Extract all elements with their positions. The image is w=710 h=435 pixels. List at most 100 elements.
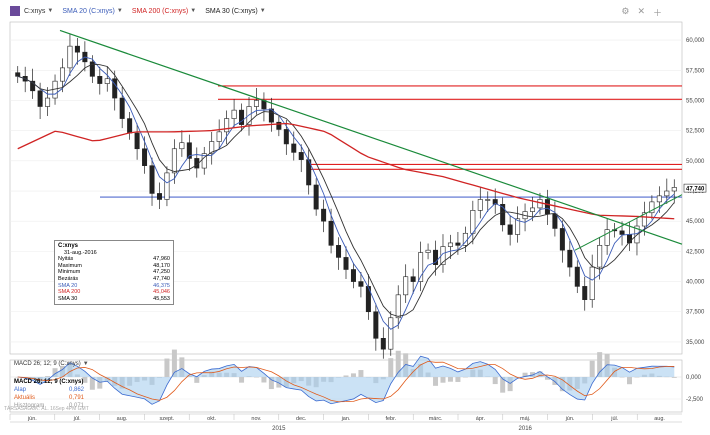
info-value: 47,740 bbox=[153, 275, 170, 282]
trend-line bbox=[574, 194, 683, 251]
macd-histogram-bar bbox=[589, 360, 595, 377]
candle-body bbox=[507, 224, 513, 235]
macd-histogram-bar bbox=[239, 377, 245, 383]
candle-body bbox=[179, 142, 185, 150]
data-info-box: C:xnys 31-aug.-2016 Nyitás 47,960 Maximum… bbox=[54, 240, 174, 306]
candle-body bbox=[246, 106, 252, 125]
macd-indicator-selector[interactable]: MACD 26; 12; 9 (C:xnys) ▼ bbox=[14, 361, 89, 367]
candle-body bbox=[268, 108, 274, 123]
candle-body bbox=[373, 311, 379, 339]
macd-histogram-bar bbox=[671, 377, 677, 378]
info-row: Nyitás 47,960 bbox=[58, 256, 170, 263]
plus-icon[interactable]: ＋ bbox=[652, 8, 662, 18]
candle-body bbox=[291, 143, 297, 153]
macd-histogram-bar bbox=[500, 377, 506, 393]
candle-body bbox=[567, 249, 573, 268]
candle-body bbox=[641, 212, 647, 227]
info-value: 45,046 bbox=[153, 289, 170, 296]
candle-body bbox=[253, 100, 259, 107]
candle-body bbox=[45, 97, 51, 107]
info-label: Minimum bbox=[58, 269, 81, 276]
year-label: 2015 bbox=[272, 426, 286, 432]
dropdown-arrow-icon: ▼ bbox=[116, 8, 123, 14]
y-tick-label: 57,500 bbox=[686, 68, 705, 74]
month-label: szept. bbox=[159, 416, 174, 422]
trend-line bbox=[59, 29, 683, 245]
macd-area bbox=[17, 356, 675, 405]
month-label: ápr. bbox=[476, 416, 486, 422]
candle-body bbox=[574, 266, 580, 287]
month-label: júl. bbox=[73, 416, 82, 422]
macd-histogram-bar bbox=[634, 377, 640, 378]
dropdown-arrow-icon: ▼ bbox=[259, 8, 266, 14]
macd-row: Alap 0,862 bbox=[14, 386, 84, 394]
candle-body bbox=[492, 199, 498, 205]
indicator-sma30[interactable]: SMA 30 (C:xnys) ▼ bbox=[205, 8, 265, 15]
candle-body bbox=[15, 72, 21, 77]
month-label: aug. bbox=[654, 416, 665, 422]
candle-body bbox=[276, 121, 282, 130]
macd-histogram-bar bbox=[462, 377, 468, 378]
macd-histogram-bar bbox=[447, 377, 453, 382]
macd-legend: MACD 26; 12; 9 (C:xnys) Alap 0,862 Aktuál… bbox=[14, 378, 84, 410]
y-tick-label: 42,500 bbox=[686, 249, 705, 255]
candle-body bbox=[313, 184, 319, 210]
indicator-sma200[interactable]: SMA 200 (C:xnys) ▼ bbox=[132, 8, 196, 15]
macd-histogram-bar bbox=[522, 372, 528, 377]
symbol-selector[interactable]: C:xnys ▼ bbox=[24, 8, 53, 15]
candle-body bbox=[671, 187, 677, 192]
macd-row-value: 0,071 bbox=[68, 403, 84, 409]
y-tick-label: 37,500 bbox=[686, 310, 705, 316]
candle-body bbox=[216, 131, 222, 142]
candle-body bbox=[209, 141, 215, 154]
macd-row-value: 0,862 bbox=[68, 387, 84, 393]
info-value: 47,250 bbox=[153, 269, 170, 276]
macd-histogram-bar bbox=[388, 358, 394, 377]
info-row: SMA 20 46,375 bbox=[58, 283, 170, 290]
candle-body bbox=[59, 67, 65, 82]
y-tick-label: 52,500 bbox=[686, 129, 705, 135]
candle-body bbox=[537, 199, 543, 209]
indicator-sma20[interactable]: SMA 20 (C:xnys) ▼ bbox=[62, 8, 122, 15]
candle-body bbox=[589, 266, 595, 300]
macd-histogram-bar bbox=[194, 377, 200, 383]
macd-histogram-bar bbox=[358, 370, 364, 377]
candle-body bbox=[604, 229, 610, 246]
macd-histogram-bar bbox=[164, 358, 170, 377]
candle-body bbox=[477, 199, 483, 211]
candle-body bbox=[164, 172, 170, 200]
macd-row-label: Aktuális bbox=[14, 395, 36, 401]
candle-body bbox=[433, 249, 439, 265]
month-label: febr. bbox=[385, 416, 396, 422]
macd-row-label: Hisztogram bbox=[14, 403, 45, 409]
candle-body bbox=[350, 269, 356, 282]
info-value: 45,553 bbox=[153, 295, 170, 302]
candle-body bbox=[127, 118, 133, 134]
candle-body bbox=[515, 218, 521, 235]
info-value: 48,170 bbox=[153, 262, 170, 269]
macd-row-label: Alap bbox=[14, 387, 27, 393]
macd-histogram-bar bbox=[261, 377, 267, 383]
candle-body bbox=[30, 80, 36, 92]
month-label: máj. bbox=[520, 416, 531, 422]
candle-body bbox=[582, 286, 588, 300]
candle-body bbox=[619, 230, 625, 235]
close-icon[interactable]: ✕ bbox=[637, 6, 645, 16]
info-label: Maximum bbox=[58, 262, 82, 269]
candle-body bbox=[171, 148, 177, 174]
candle-body bbox=[239, 109, 245, 125]
candle-body bbox=[664, 190, 670, 197]
candle-body bbox=[380, 338, 386, 350]
candle-body bbox=[186, 142, 192, 159]
y-tick-label: 50,000 bbox=[686, 159, 705, 165]
candle-body bbox=[149, 165, 155, 194]
settings-icon[interactable]: ⚙ bbox=[621, 6, 630, 16]
dropdown-arrow-icon: ▼ bbox=[190, 8, 197, 14]
info-value: 46,375 bbox=[153, 282, 170, 289]
info-label: SMA 30 bbox=[58, 295, 78, 302]
info-title: C:xnys bbox=[58, 243, 79, 249]
macd-histogram-bar bbox=[97, 377, 103, 389]
last-price-label: 47,740 bbox=[686, 186, 705, 192]
info-label: Bezárás bbox=[58, 275, 79, 282]
